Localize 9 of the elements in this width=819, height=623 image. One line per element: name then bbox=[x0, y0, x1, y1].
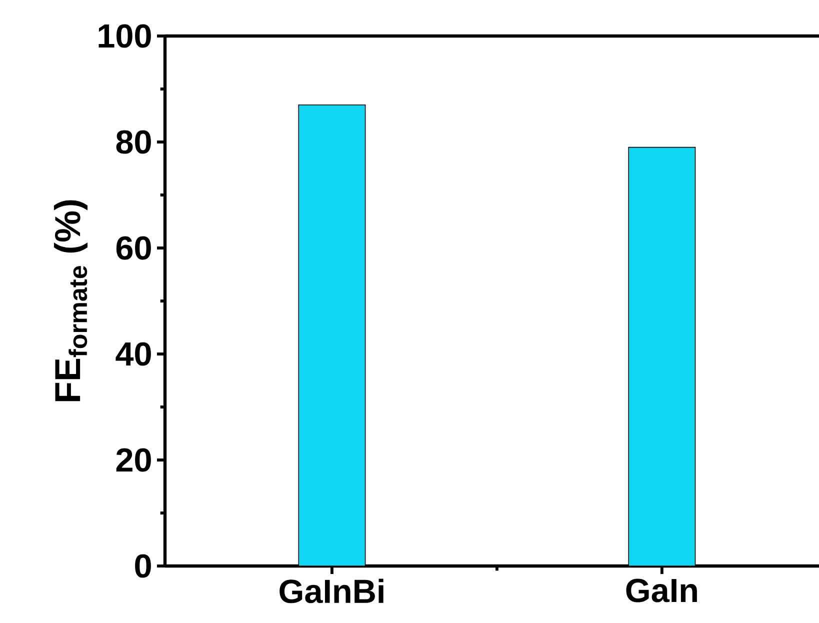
y-axis-title: FE$_{formate}$ (%) bbox=[54, 200, 88, 402]
x-tick-label: GaIn bbox=[626, 578, 697, 602]
y-tick-label: 20 bbox=[116, 448, 151, 472]
y-tick-label: 100 bbox=[98, 24, 151, 48]
y-tick-label: 40 bbox=[116, 342, 151, 366]
y-tick-label: 80 bbox=[116, 130, 151, 154]
y-tick-label: 0 bbox=[135, 554, 151, 578]
y-tick-label: 60 bbox=[116, 236, 151, 260]
x-tick-label: GaInBi bbox=[280, 578, 384, 604]
